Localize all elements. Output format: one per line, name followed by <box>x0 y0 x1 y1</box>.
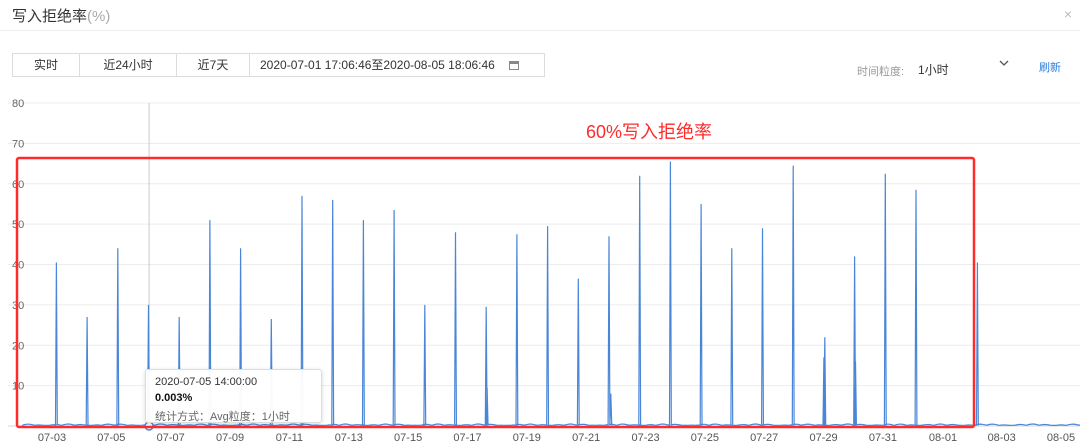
realtime-button[interactable]: 实时 <box>12 53 80 77</box>
header-divider <box>0 30 1080 31</box>
x-tick-label: 07-13 <box>335 432 363 444</box>
date-range-picker[interactable]: 2020-07-01 17:06:46至2020-08-05 18:06:46 <box>249 53 545 77</box>
tooltip: 2020-07-05 14:00:00 0.003% 统计方式：Avg粒度：1小… <box>145 369 322 423</box>
x-tick-label: 07-07 <box>157 432 185 444</box>
x-tick-label: 07-29 <box>810 432 838 444</box>
date-range-text: 2020-07-01 17:06:46至2020-08-05 18:06:46 <box>260 58 495 72</box>
y-tick-label: 40 <box>12 260 24 272</box>
tooltip-time: 2020-07-05 14:00:00 <box>155 376 258 388</box>
x-tick-label: 07-31 <box>869 432 897 444</box>
x-tick-label: 08-05 <box>1047 432 1075 444</box>
x-tick-label: 07-05 <box>97 432 125 444</box>
refresh-button[interactable]: 刷新 <box>1039 62 1061 74</box>
x-tick-label: 07-03 <box>38 432 66 444</box>
x-tick-label: 07-21 <box>572 432 600 444</box>
granularity-select[interactable]: 1小时 <box>918 63 949 77</box>
y-tick-label: 80 <box>12 98 24 110</box>
tooltip-value: 0.003% <box>155 392 193 404</box>
time-range-selector: 实时 近24小时 近7天 2020-07-01 17:06:46至2020-08… <box>12 53 545 77</box>
calendar-icon[interactable] <box>508 60 519 70</box>
x-tick-label: 07-23 <box>631 432 659 444</box>
x-tick-label: 07-19 <box>513 432 541 444</box>
panel-title-text: 写入拒绝率 <box>12 8 88 25</box>
y-tick-label: 60 <box>12 179 24 191</box>
last-24h-button[interactable]: 近24小时 <box>79 53 177 77</box>
y-tick-label: 10 <box>12 381 24 393</box>
x-tick-label: 08-01 <box>929 432 957 444</box>
hover-point <box>144 421 154 431</box>
x-tick-label: 07-15 <box>394 432 422 444</box>
granularity-label: 时间粒度: <box>857 66 905 78</box>
y-tick-label: 50 <box>12 219 24 231</box>
y-tick-label: 30 <box>12 300 24 312</box>
x-tick-label: 07-27 <box>750 432 778 444</box>
annotation-label: 60%写入拒绝率 <box>586 122 712 142</box>
close-icon[interactable]: × <box>1063 6 1072 22</box>
x-tick-label: 07-11 <box>276 432 303 444</box>
chevron-down-icon[interactable] <box>998 56 1010 73</box>
x-tick-label: 07-17 <box>453 432 481 444</box>
y-tick-label: 20 <box>12 340 24 352</box>
panel-title: 写入拒绝率(%) <box>12 5 110 26</box>
x-tick-label: 07-25 <box>691 432 719 444</box>
y-tick-label: 70 <box>12 138 24 150</box>
panel-title-unit: (%) <box>87 8 111 25</box>
tooltip-stat: 统计方式：Avg粒度：1小时 <box>155 411 290 423</box>
last-7d-button[interactable]: 近7天 <box>176 53 250 77</box>
x-tick-label: 08-03 <box>988 432 1016 444</box>
x-tick-label: 07-09 <box>216 432 244 444</box>
